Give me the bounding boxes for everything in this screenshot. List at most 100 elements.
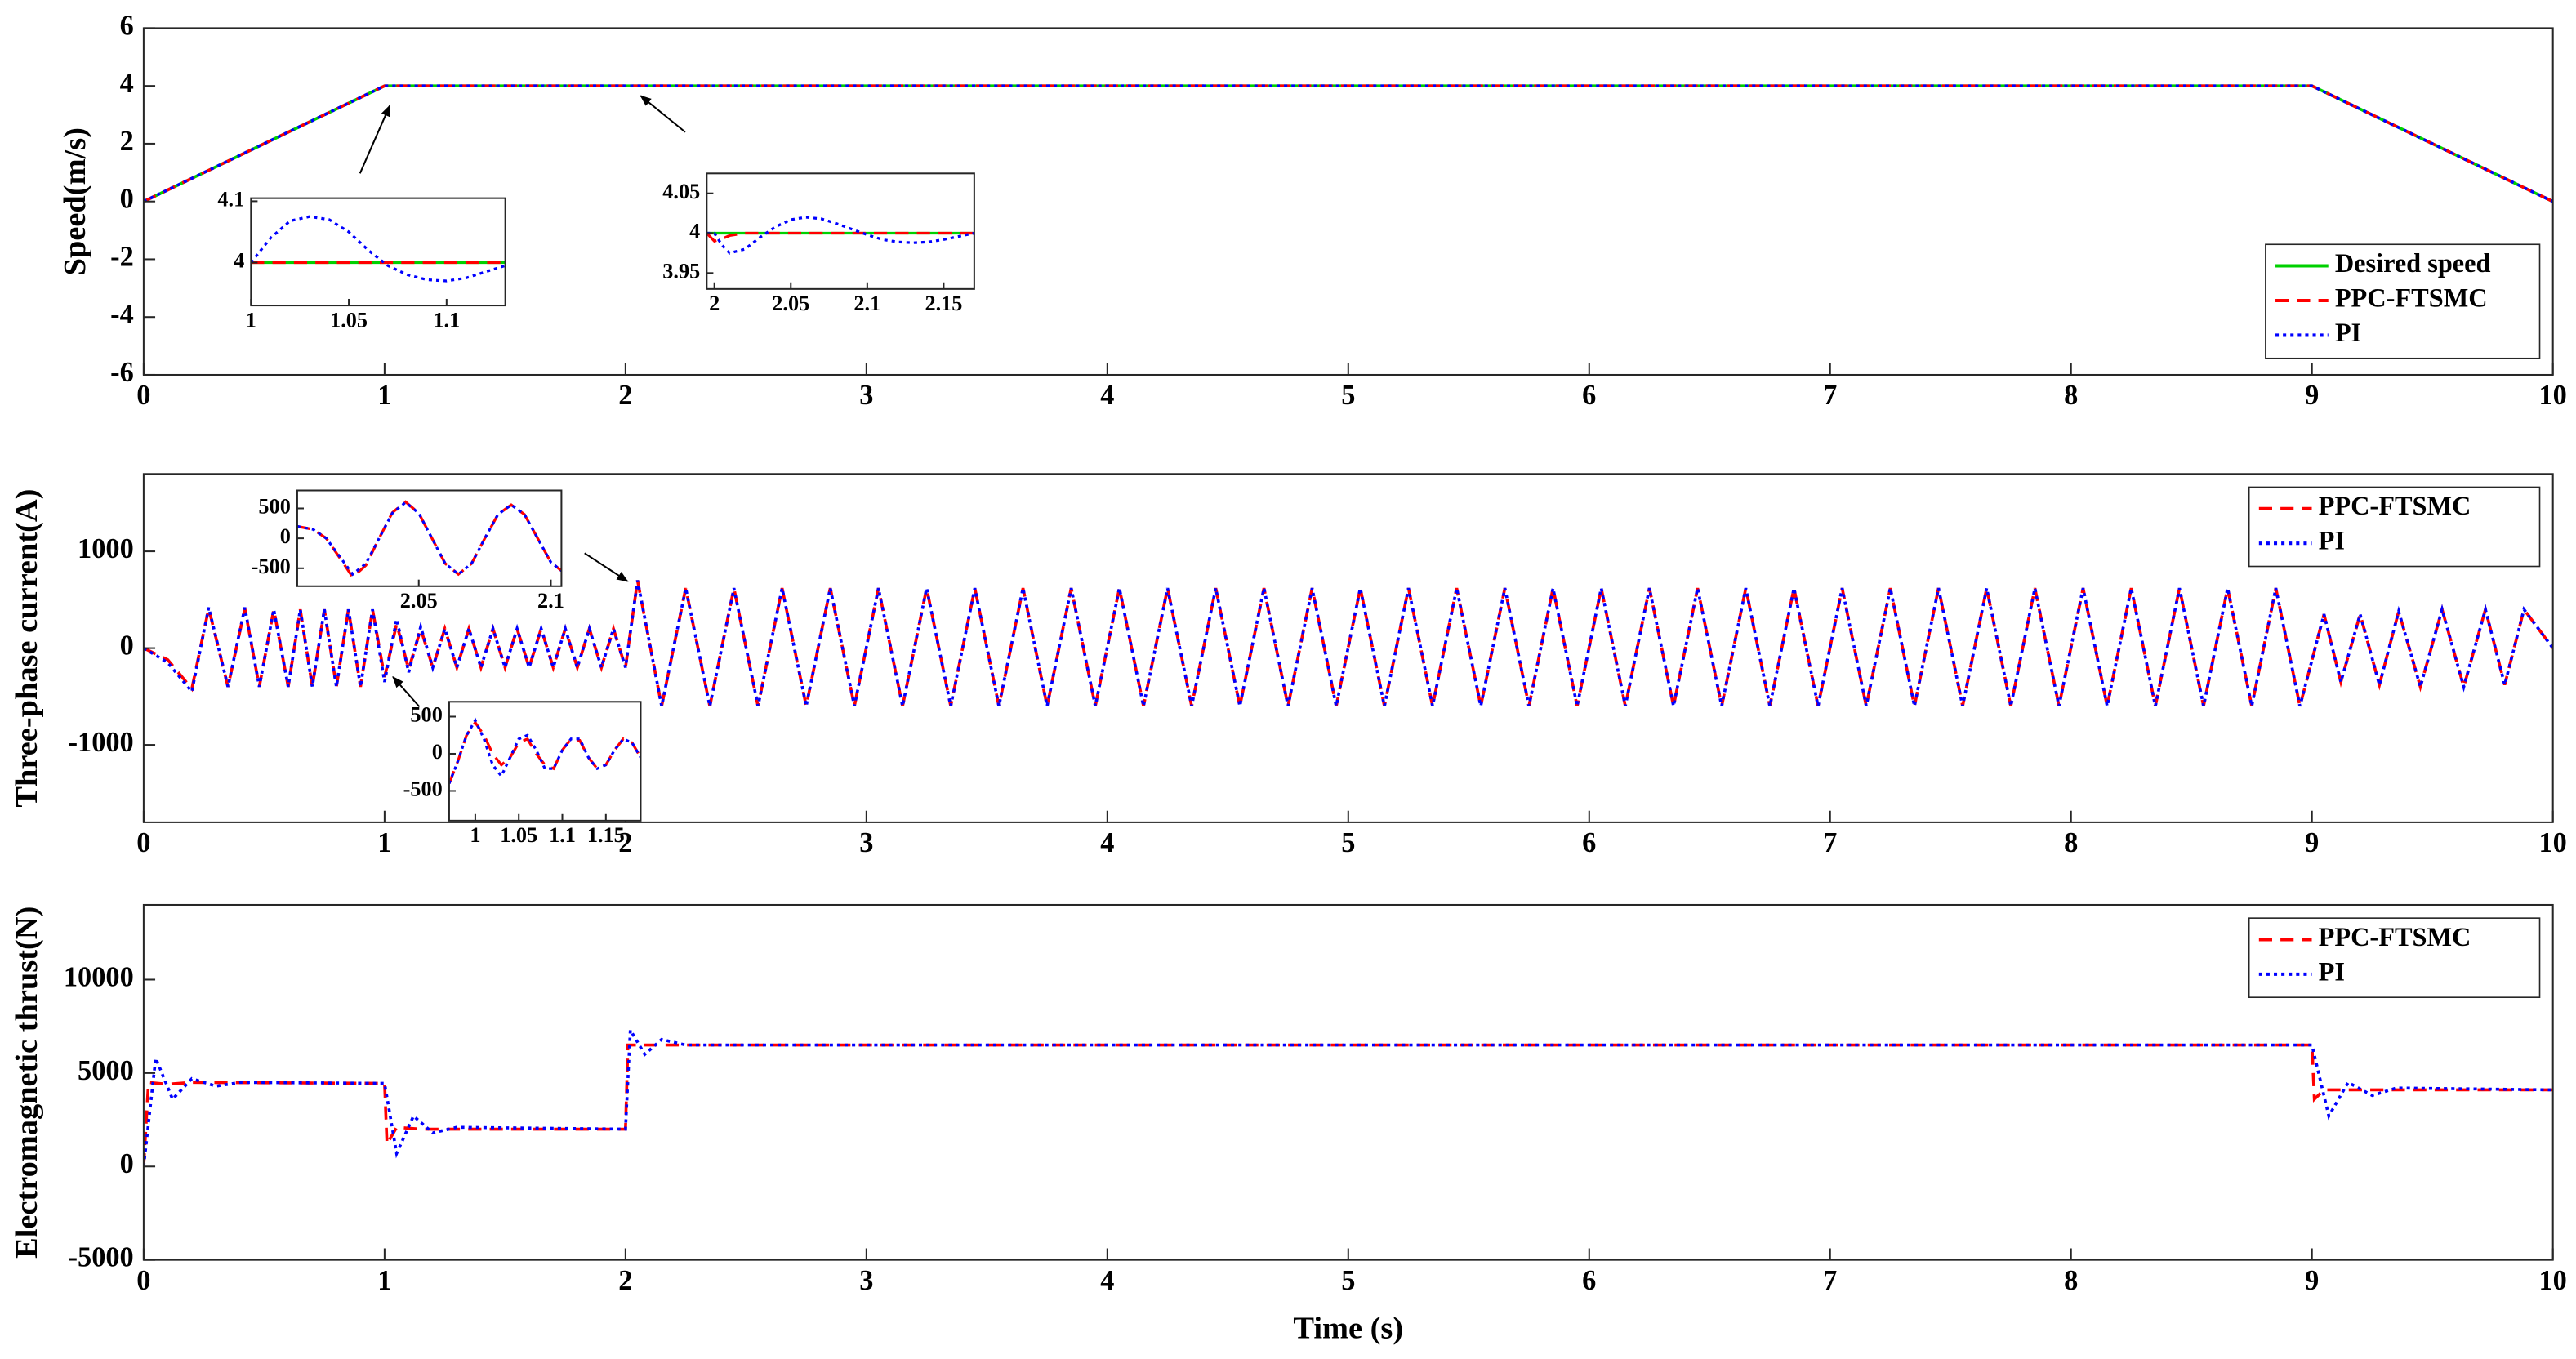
x-tick-label: 0	[136, 827, 150, 858]
x-axis-label: Time (s)	[1293, 1311, 1403, 1345]
inset-background	[251, 198, 506, 306]
x-tick-label: 2.15	[925, 292, 962, 315]
x-tick-label: 9	[2305, 380, 2319, 411]
arrow	[392, 675, 421, 708]
x-tick-label: 2	[618, 1265, 632, 1296]
x-tick-label: 1	[470, 823, 480, 847]
y-tick-label: 500	[410, 703, 442, 727]
x-tick-label: 2	[618, 380, 632, 411]
x-tick-label: 1.05	[500, 823, 537, 847]
series-line	[143, 580, 2553, 707]
y-tick-label: -6	[110, 357, 134, 388]
y-tick-label: 4.1	[217, 187, 244, 211]
legend-label: PI	[2319, 526, 2345, 555]
plot-area	[706, 216, 974, 255]
inset-background	[296, 490, 562, 586]
plot-area	[251, 215, 506, 283]
x-tick-label: 7	[1823, 827, 1837, 858]
inset-background	[448, 702, 641, 821]
series-line	[296, 500, 562, 580]
plot-area	[448, 717, 641, 784]
x-tick-label: 1	[377, 1265, 391, 1296]
x-tick-label: 2.1	[537, 589, 564, 613]
x-tick-label: 6	[1582, 1265, 1596, 1296]
x-tick-label: 2	[618, 827, 632, 858]
x-tick-label: 10	[2539, 1265, 2567, 1296]
y-tick-label: 0	[120, 184, 134, 215]
x-tick-label: 0	[136, 380, 150, 411]
y-tick-label: 2	[120, 126, 134, 157]
x-tick-label: 1	[377, 380, 391, 411]
x-tick-label: 9	[2305, 827, 2319, 858]
x-tick-label: 4	[1100, 1265, 1114, 1296]
y-tick-label: -2	[110, 241, 134, 272]
y-axis-label: Speed(m/s)	[58, 127, 92, 275]
y-tick-label: 10000	[64, 961, 134, 992]
x-tick-label: 1	[246, 308, 256, 332]
x-tick-label: 8	[2064, 1265, 2078, 1296]
x-tick-label: 1.1	[433, 308, 460, 332]
arrow	[359, 105, 391, 174]
x-tick-label: 5	[1341, 827, 1355, 858]
y-tick-label: 0	[120, 1148, 134, 1179]
legend-box	[2248, 917, 2541, 999]
legend-label: PI	[2335, 318, 2361, 347]
x-tick-label: 7	[1823, 1265, 1837, 1296]
x-tick-label: 1.1	[549, 823, 576, 847]
x-tick-label: 6	[1582, 827, 1596, 858]
x-tick-label: 9	[2305, 1265, 2319, 1296]
x-tick-label: 1.15	[587, 823, 625, 847]
x-tick-label: 7	[1823, 380, 1837, 411]
plot-area	[143, 1025, 2553, 1167]
series-line	[143, 1043, 2553, 1167]
legend-label: PPC-FTSMC	[2319, 922, 2471, 951]
y-tick-label: 0	[432, 740, 443, 764]
x-tick-label: 2.05	[772, 292, 809, 315]
x-tick-label: 1.05	[330, 308, 368, 332]
x-tick-label: 4	[1100, 827, 1114, 858]
y-tick-label: 4	[689, 220, 700, 243]
x-tick-label: 3	[859, 827, 873, 858]
y-tick-label: -5000	[69, 1242, 134, 1273]
x-tick-label: 6	[1582, 380, 1596, 411]
y-tick-label: -500	[403, 778, 443, 801]
series-line	[296, 501, 562, 577]
x-tick-label: 0	[136, 1265, 150, 1296]
x-tick-label: 8	[2064, 380, 2078, 411]
x-tick-label: 8	[2064, 827, 2078, 858]
y-tick-label: 3.95	[662, 259, 700, 283]
y-tick-label: 0	[120, 630, 134, 661]
legend-box	[2248, 486, 2541, 568]
x-tick-label: 10	[2539, 827, 2567, 858]
legend-label: PI	[2319, 956, 2345, 986]
series-line	[143, 84, 2553, 203]
axes-frame	[448, 701, 642, 822]
annotation-arrows	[359, 95, 686, 708]
arrow	[584, 552, 629, 582]
plot-area	[143, 84, 2553, 203]
series-line	[706, 231, 974, 243]
y-tick-label: 4.05	[662, 180, 700, 203]
axes-frame	[706, 172, 975, 290]
series-line	[251, 215, 506, 283]
y-tick-label: -4	[110, 299, 134, 330]
y-tick-label: 4	[120, 68, 134, 99]
x-tick-label: 3	[859, 380, 873, 411]
x-tick-label: 1	[377, 827, 391, 858]
x-tick-label: 3	[859, 1265, 873, 1296]
inset-background	[706, 173, 974, 289]
y-tick-label: 0	[280, 524, 291, 548]
y-tick-label: 6	[120, 10, 134, 41]
plot-area	[143, 580, 2553, 707]
legend-label: PPC-FTSMC	[2319, 491, 2471, 520]
series-line	[143, 84, 2553, 203]
y-tick-label: 500	[258, 495, 290, 519]
axes-frame	[250, 197, 506, 307]
series-line	[143, 1025, 2553, 1167]
x-tick-label: 5	[1341, 1265, 1355, 1296]
x-tick-label: 10	[2539, 380, 2567, 411]
x-tick-label: 2	[709, 292, 720, 315]
legend-label: PPC-FTSMC	[2335, 283, 2488, 312]
series-line	[143, 84, 2553, 203]
x-tick-label: 4	[1100, 380, 1114, 411]
